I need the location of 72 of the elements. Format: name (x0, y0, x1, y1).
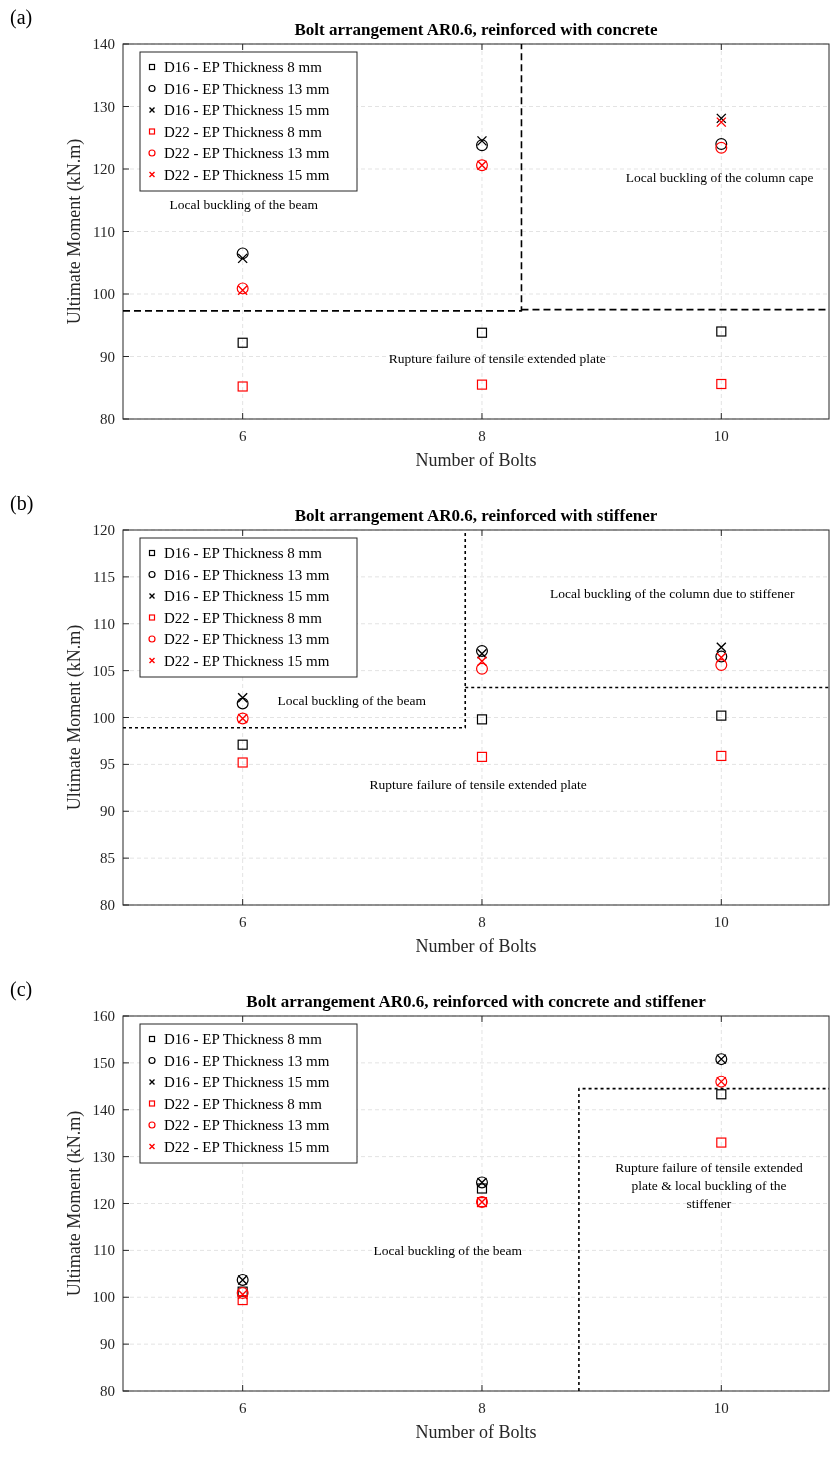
annotation: Local buckling of the beam (277, 693, 427, 708)
y-axis-title: Ultimate Moment (kN.m) (64, 138, 85, 325)
x-tick-label: 6 (238, 1400, 247, 1416)
annotation: Local buckling of the column due to stiffener (549, 586, 796, 602)
x-tick-label: 8 (478, 1400, 486, 1416)
x-tick-label: 10 (713, 1400, 729, 1416)
legend-label: D16 - EP Thickness 13 mm (164, 1052, 330, 1069)
y-tick-label: 130 (92, 1148, 115, 1165)
y-tick-label: 110 (93, 615, 115, 632)
chart-title: Bolt arrangement AR0.6, reinforced with stiffener (294, 506, 658, 525)
y-tick-label: 130 (92, 98, 115, 115)
annotation: Local buckling of the beam (169, 196, 319, 212)
y-tick-label: 80 (100, 1383, 115, 1399)
legend-label: D22 - EP Thickness 15 mm (164, 652, 330, 669)
legend-label: D16 - EP Thickness 13 mm (164, 566, 330, 583)
y-tick-label: 90 (100, 803, 115, 820)
legend-label: D22 - EP Thickness 15 mm (164, 1138, 330, 1155)
y-tick-label: 140 (92, 1101, 115, 1118)
legend-label: D16 - EP Thickness 8 mm (164, 545, 323, 561)
legend-label: D22 - EP Thickness 13 mm (164, 145, 330, 161)
x-tick-label: 6 (238, 914, 247, 930)
y-tick-label: 120 (92, 161, 115, 177)
x-tick-label: 6 (238, 428, 247, 444)
annotation: Rupture failure of tensile extended plate (369, 777, 587, 792)
y-tick-label: 110 (93, 1242, 115, 1259)
y-tick-label: 120 (92, 522, 115, 538)
y-axis-title: Ultimate Moment (kN.m) (64, 624, 85, 811)
legend-label: D22 - EP Thickness 8 mm (164, 123, 323, 140)
y-tick-label: 80 (100, 411, 115, 427)
y-tick-label: 160 (92, 1008, 115, 1024)
y-tick-label: 140 (92, 36, 115, 52)
x-tick-label: 10 (713, 428, 729, 444)
legend-label: D16 - EP Thickness 15 mm (164, 1074, 330, 1090)
text: (c) (10, 978, 33, 1001)
legend-label: D22 - EP Thickness 13 mm (164, 631, 330, 647)
legend-label: D16 - EP Thickness 8 mm (164, 59, 323, 75)
legend-label: D22 - EP Thickness 8 mm (164, 609, 323, 626)
legend-label: D16 - EP Thickness 8 mm (164, 1031, 323, 1047)
y-tick-label: 90 (100, 348, 115, 365)
y-tick-label: 90 (100, 1336, 115, 1353)
legend-label: D22 - EP Thickness 15 mm (164, 166, 330, 183)
y-tick-label: 120 (92, 1195, 115, 1212)
y-tick-label: 105 (92, 662, 115, 679)
x-axis-title: Number of Bolts (415, 450, 537, 470)
y-tick-label: 100 (92, 286, 115, 302)
chart-title: Bolt arrangement AR0.6, reinforced with concrete and stiffener (246, 992, 707, 1011)
x-axis-title: Number of Bolts (415, 1422, 537, 1442)
legend-label: D16 - EP Thickness 13 mm (164, 80, 330, 97)
y-tick-label: 150 (92, 1054, 115, 1071)
x-axis-title: Number of Bolts (415, 936, 537, 956)
annotation: Rupture failure of tensile extended plate (388, 351, 606, 366)
y-tick-label: 115 (93, 568, 115, 585)
legend-label: D16 - EP Thickness 15 mm (164, 102, 330, 118)
chart-title: Bolt arrangement AR0.6, reinforced with concrete (294, 20, 658, 39)
legend-label: D22 - EP Thickness 13 mm (164, 1117, 330, 1133)
y-tick-label: 80 (100, 897, 115, 913)
x-tick-label: 10 (713, 914, 729, 930)
text: (a) (10, 6, 33, 29)
x-tick-label: 8 (478, 914, 486, 930)
annotation: Rupture failure of tensile extended plate & local buckling of the stiffener (615, 1159, 803, 1211)
y-tick-label: 95 (100, 756, 115, 773)
y-tick-label: 100 (92, 1289, 115, 1306)
annotation: Local buckling of the beam (373, 1243, 523, 1259)
y-tick-label: 85 (100, 850, 115, 867)
y-tick-label: 110 (93, 223, 115, 240)
y-tick-label: 100 (92, 709, 115, 726)
legend-label: D16 - EP Thickness 15 mm (164, 588, 330, 604)
x-tick-label: 8 (478, 428, 486, 444)
y-axis-title: Ultimate Moment (kN.m) (64, 1110, 85, 1297)
text: (b) (10, 492, 34, 515)
annotation: Local buckling of the column cape (625, 169, 814, 185)
legend-label: D22 - EP Thickness 8 mm (164, 1095, 323, 1112)
